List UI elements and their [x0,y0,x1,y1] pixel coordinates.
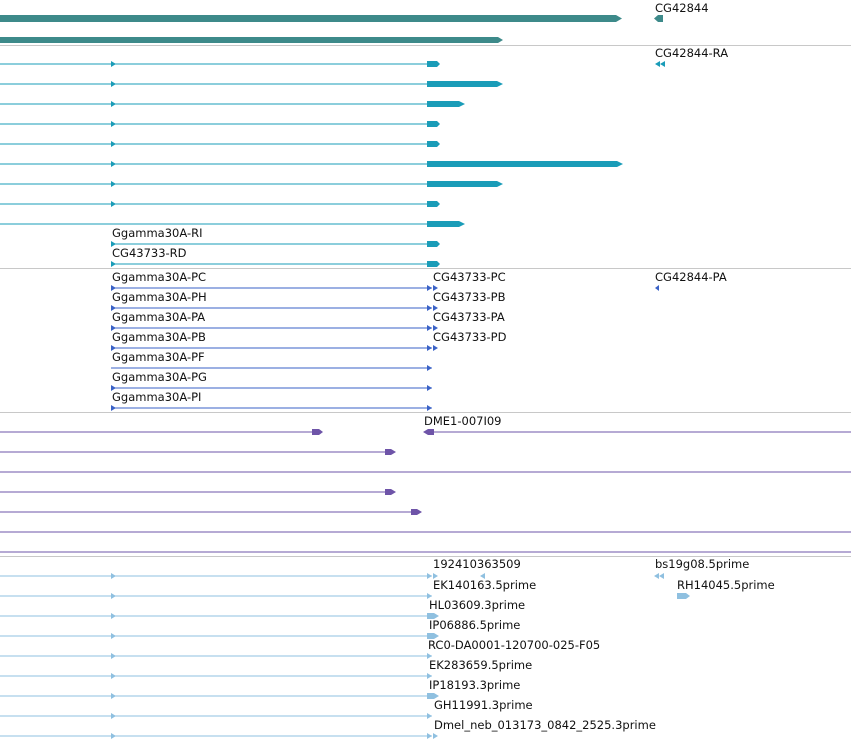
gene-track: CG42844 [0,0,851,45]
transcript-label[interactable]: CG43733-RD [112,246,187,260]
protein-features [111,285,659,411]
est-label[interactable]: IP06886.5prime [429,618,521,632]
transcript-row[interactable] [111,261,440,267]
est-row[interactable] [0,733,438,739]
clone-row[interactable] [0,449,396,455]
est-row[interactable] [0,573,664,579]
track-separator [0,268,851,269]
protein-track: Ggamma30A-PC CG43733-PC CG42844-PA Ggamm… [0,269,851,412]
transcript-row[interactable] [0,201,440,207]
transcript-row[interactable] [0,81,503,87]
est-row[interactable] [0,673,432,679]
transcript-row[interactable] [0,101,465,107]
transcript-row[interactable] [655,61,665,67]
mrna-track: CG42844-RA Ggamma30A-RI CG43733-RD [0,46,851,268]
transcript-row[interactable] [0,141,440,147]
protein-label[interactable]: CG42844-PA [655,270,727,284]
clone-row[interactable] [0,429,851,435]
est-label[interactable]: EK140163.5prime [433,578,537,592]
clone-features [0,429,851,553]
est-label[interactable]: EK283659.5prime [429,658,533,672]
protein-row[interactable] [111,305,438,311]
est-label[interactable]: Dmel_neb_013173_0842_2525.3prime [434,718,656,732]
protein-row[interactable] [111,385,432,391]
protein-label[interactable]: Ggamma30A-PH [112,290,207,304]
protein-label[interactable]: Ggamma30A-PB [112,330,206,344]
gene-features [0,15,663,43]
protein-row[interactable] [655,285,659,291]
transcript-row[interactable] [111,241,440,247]
est-label[interactable]: RH14045.5prime [677,578,775,592]
est-label[interactable]: RC0-DA0001-120700-025-F05 [428,638,601,652]
est-row[interactable] [0,613,439,619]
protein-label[interactable]: Ggamma30A-PG [112,370,207,384]
transcript-row[interactable] [0,181,503,187]
est-row[interactable] [0,653,432,659]
clone-row[interactable] [0,489,396,495]
est-label[interactable]: 192410363509 [433,557,521,571]
protein-label[interactable]: Ggamma30A-PI [112,390,202,404]
protein-row[interactable] [111,405,432,411]
est-row[interactable] [0,713,432,719]
transcript-label[interactable]: Ggamma30A-RI [112,226,203,240]
est-row[interactable] [0,633,439,639]
protein-label[interactable]: CG43733-PB [433,290,506,304]
gene-feature-arrow [654,15,658,22]
gene-feature-bar[interactable] [0,37,498,43]
transcript-row[interactable] [0,61,440,67]
transcript-row[interactable] [0,221,465,227]
protein-label[interactable]: Ggamma30A-PF [112,350,205,364]
protein-row[interactable] [111,365,432,371]
clone-row[interactable] [0,509,422,515]
gene-label[interactable]: CG42844 [655,1,709,15]
protein-row[interactable] [111,325,438,331]
gene-feature-arrow [616,15,622,22]
track-separator [0,45,851,46]
est-label[interactable]: bs19g08.5prime [655,557,750,571]
transcript-row[interactable] [0,121,440,127]
est-label[interactable]: HL03609.3prime [429,598,526,612]
track-separator [0,556,851,557]
protein-label[interactable]: CG43733-PA [433,310,505,324]
protein-label[interactable]: Ggamma30A-PA [112,310,206,324]
protein-row[interactable] [111,285,438,291]
gene-feature-bar[interactable] [658,15,663,22]
protein-label[interactable]: Ggamma30A-PC [112,270,207,284]
gene-feature-arrow [498,37,503,43]
mrna-features [0,61,665,267]
clone-track: DME1-007I09 [0,413,851,556]
transcript-label[interactable]: CG42844-RA [655,46,729,60]
est-label[interactable]: GH11991.3prime [434,698,533,712]
protein-label[interactable]: CG43733-PD [433,330,507,344]
protein-row[interactable] [111,345,438,351]
est-label[interactable]: IP18193.3prime [429,678,521,692]
est-features [0,573,690,739]
est-track: 192410363509 bs19g08.5prime EK140163.5pr… [0,557,851,741]
protein-label[interactable]: CG43733-PC [433,270,506,284]
track-separator [0,412,851,413]
transcript-row[interactable] [0,161,623,167]
est-row[interactable] [0,593,690,599]
clone-label[interactable]: DME1-007I09 [424,414,502,428]
est-row[interactable] [0,693,439,699]
gene-feature-bar[interactable] [0,15,616,22]
